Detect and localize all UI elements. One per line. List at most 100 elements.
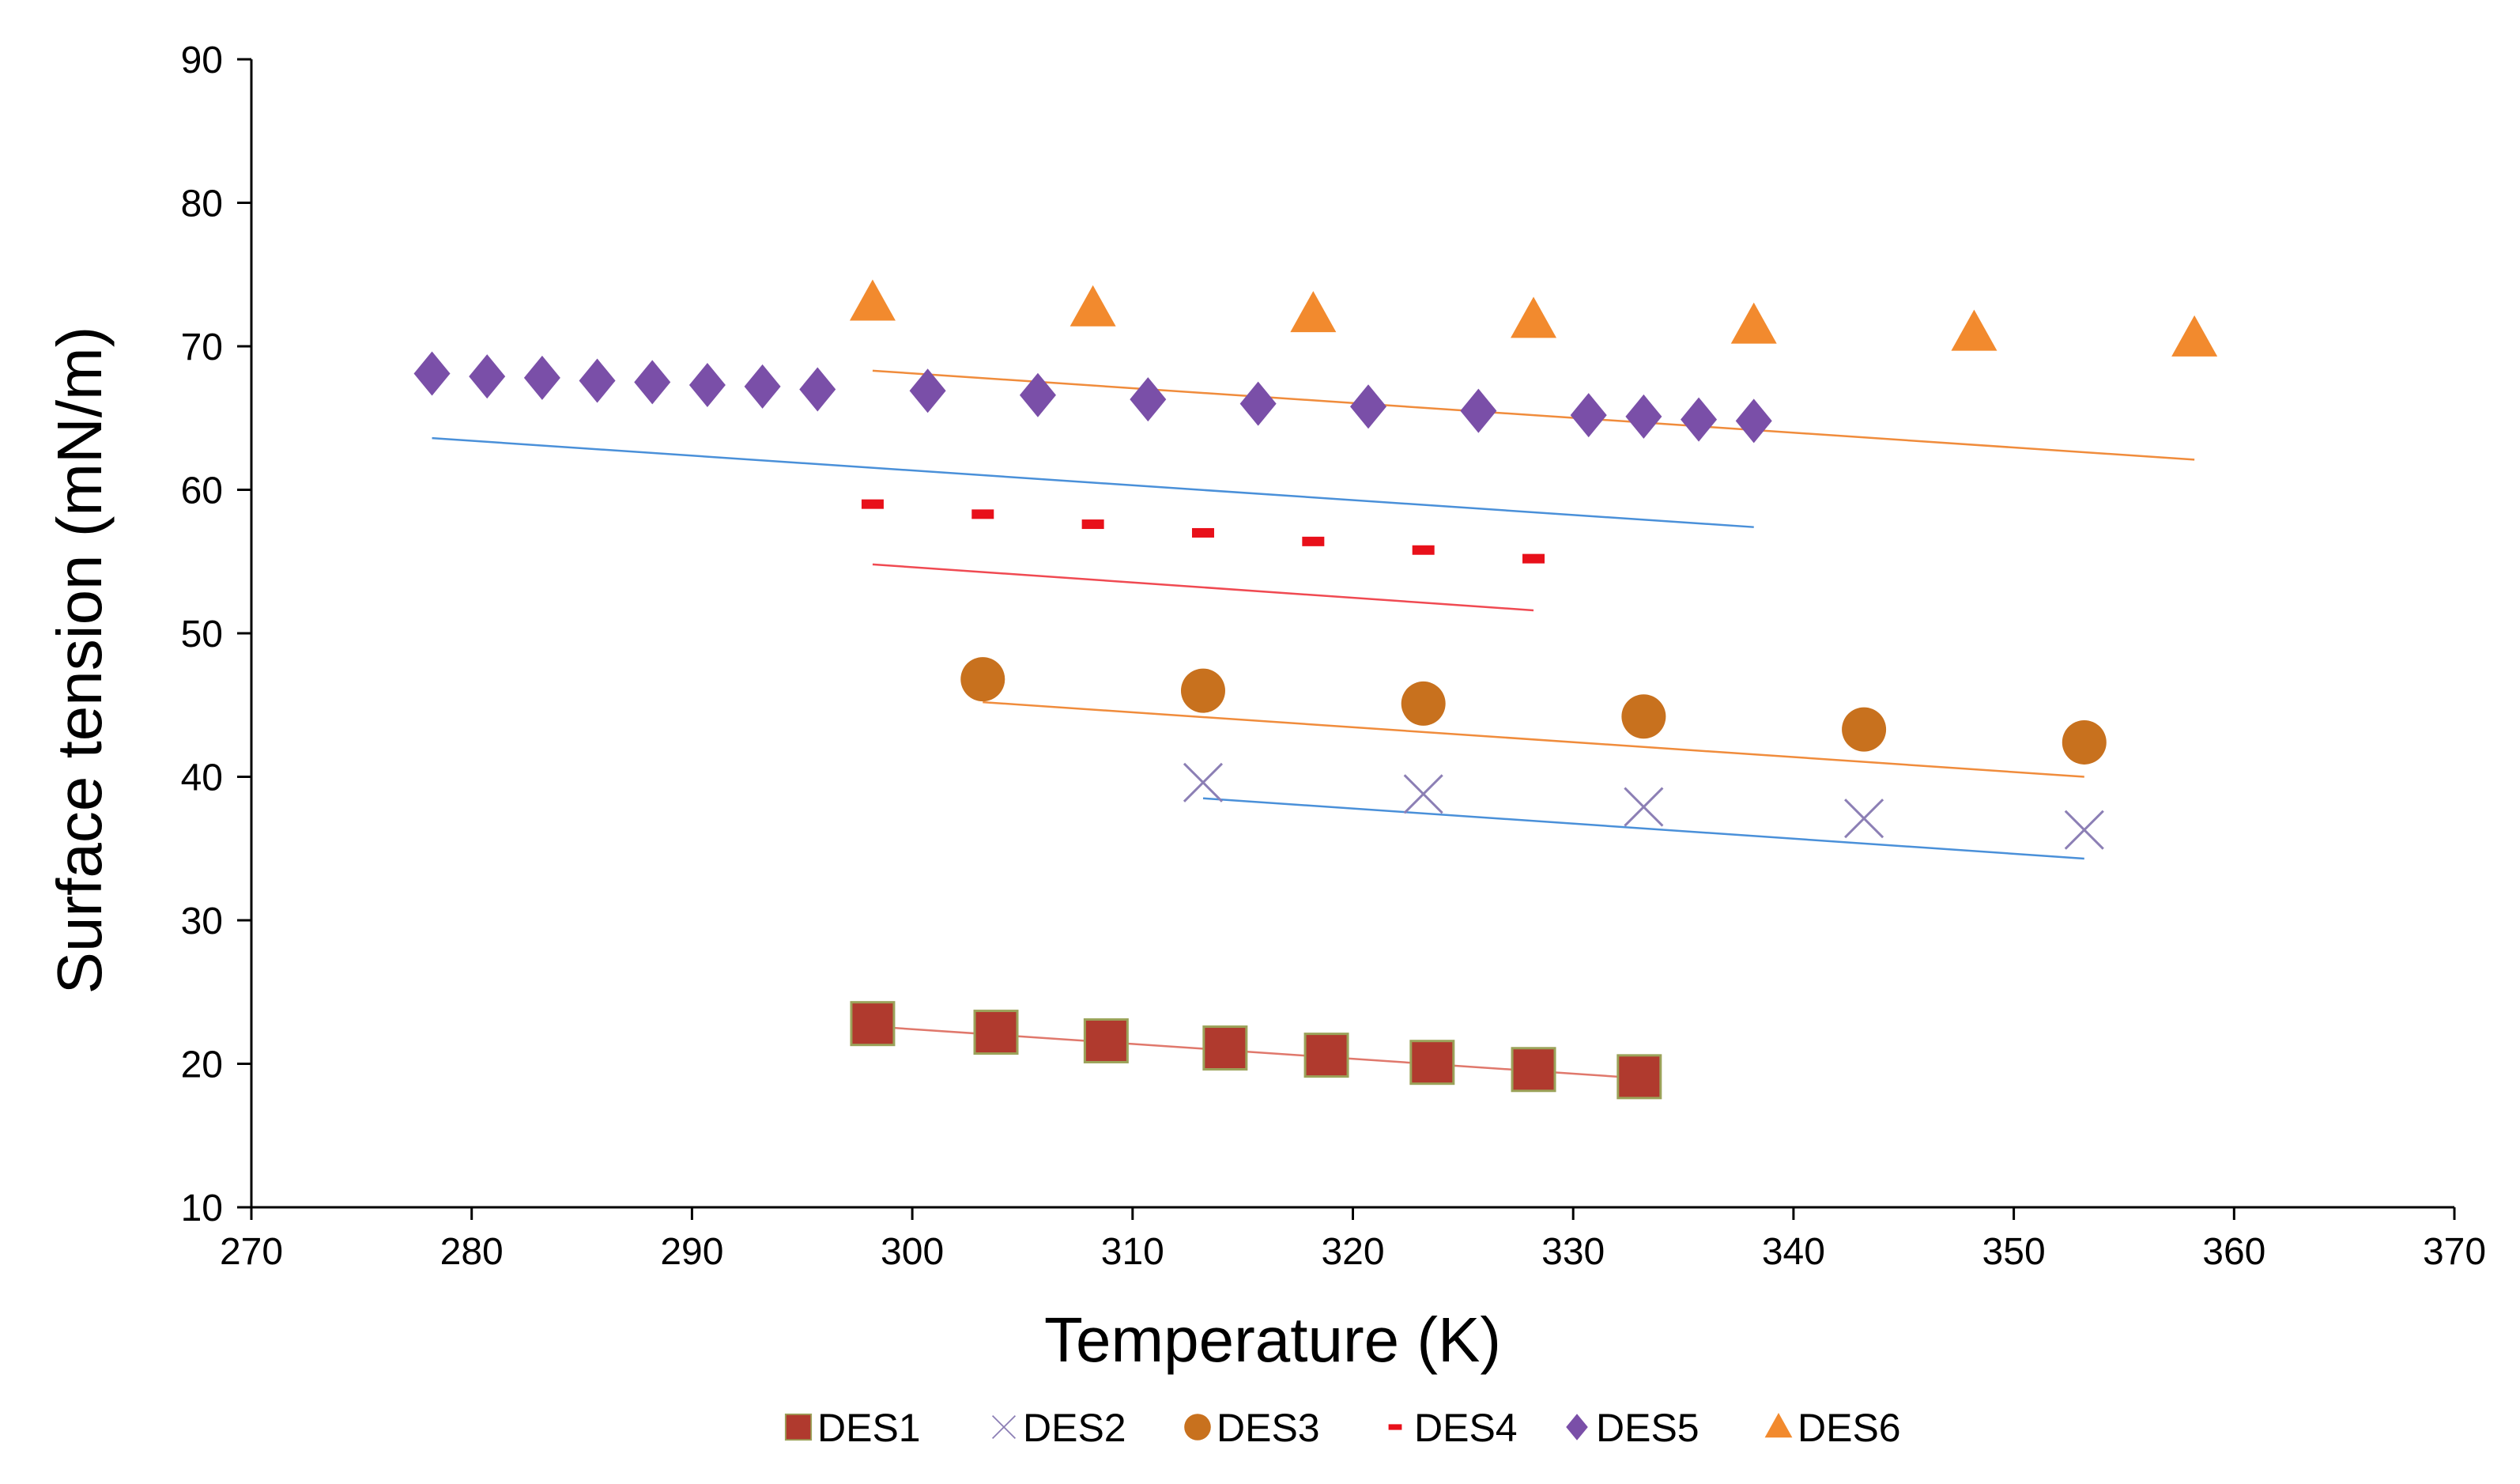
des5-point: [634, 360, 671, 405]
legend-label: DES4: [1414, 1406, 1518, 1450]
legend-symbol: [1764, 1413, 1793, 1438]
y-ticks: 10 20 30 40 50 60 70 80 90: [181, 40, 251, 1229]
legend-marker: [991, 1414, 1017, 1440]
y-tick-label: 70: [181, 327, 223, 368]
des2-point: [1624, 787, 1664, 827]
legend-marker: [1184, 1414, 1211, 1441]
des1-point: [1202, 1025, 1248, 1071]
x-tick-label: 310: [1101, 1231, 1164, 1273]
dash-marker-shape: [971, 509, 994, 519]
x-marker-stroke: [1624, 787, 1664, 827]
x-tick-label: 320: [1321, 1231, 1384, 1273]
legend-symbol: [991, 1414, 1017, 1440]
des6-point: [1069, 285, 1116, 327]
x-axis-title: Temperature (K): [1044, 1305, 1501, 1375]
x-marker-stroke: [991, 1414, 1017, 1440]
y-tick-label: 30: [181, 901, 223, 942]
des3-point: [1401, 681, 1446, 726]
y-tick-label: 90: [181, 40, 223, 81]
des2-series: [1183, 762, 2104, 850]
y-tick-label: 20: [181, 1044, 223, 1086]
legend-item-des5: DES5: [1566, 1406, 1699, 1450]
y-tick-label: 10: [181, 1188, 223, 1229]
des1-point: [1511, 1047, 1556, 1093]
x-ticks: 270 280 290 300 310 320 330 340 350 360 370: [220, 1207, 2486, 1273]
x-marker-stroke: [1183, 762, 1224, 802]
legend-marker: [784, 1413, 813, 1441]
legend-symbol: [784, 1413, 813, 1441]
des5-point: [1130, 377, 1167, 422]
des4-point: [1522, 553, 1545, 564]
des1-series: [850, 1001, 1662, 1100]
circle-marker-shape: [1401, 681, 1446, 726]
x-tick-label: 340: [1762, 1231, 1825, 1273]
des5-point: [744, 364, 781, 409]
square-marker-shape: [1409, 1040, 1455, 1086]
des1-point: [1083, 1018, 1129, 1063]
legend-marker: [1764, 1413, 1793, 1438]
square-marker-shape: [1202, 1025, 1248, 1071]
x-tick-label: 300: [881, 1231, 944, 1273]
des5-point: [1735, 398, 1772, 444]
des1-point: [1616, 1054, 1662, 1100]
triangle-marker-shape: [1730, 302, 1777, 344]
diamond-marker-shape: [1570, 393, 1607, 438]
des5-trendline: [432, 436, 1754, 528]
legend: DES1 DES2 DES3 DES4 DES5 DES6: [784, 1406, 1901, 1450]
legend-item-des2: DES2: [991, 1406, 1126, 1450]
des5-point: [688, 363, 726, 408]
circle-marker-shape: [1180, 668, 1225, 713]
circle-marker-shape: [2062, 719, 2107, 765]
des5-point: [1239, 381, 1277, 426]
des5-point: [1460, 388, 1497, 433]
des5-series: [413, 351, 1772, 444]
diamond-marker-shape: [1566, 1414, 1588, 1441]
des6-point: [2171, 315, 2218, 357]
dash-marker-shape: [1388, 1424, 1402, 1430]
diamond-marker-shape: [1239, 381, 1277, 426]
y-axis-title: Surface tension (mN/m): [44, 327, 115, 995]
des6-point: [849, 279, 896, 321]
x-tick-label: 350: [1982, 1231, 2046, 1273]
legend-item-des3: DES3: [1184, 1406, 1320, 1450]
diamond-marker-shape: [744, 364, 781, 409]
des4-point: [1412, 545, 1435, 555]
data-markers: [413, 279, 2218, 1100]
diamond-marker-shape: [1735, 398, 1772, 444]
circle-marker-shape: [1621, 694, 1666, 739]
square-marker-shape: [1511, 1047, 1556, 1093]
diamond-marker-shape: [799, 367, 836, 412]
des4-trendline: [872, 563, 1534, 612]
axes: 270 280 290 300 310 320 330 340 350 360 370 10 20 30…: [181, 40, 2486, 1273]
x-tick-label: 330: [1541, 1231, 1605, 1273]
des1-point: [973, 1010, 1019, 1055]
legend-symbol: [1566, 1414, 1588, 1441]
des5-point: [1570, 393, 1607, 438]
triangle-marker-shape: [1511, 296, 1557, 338]
y-tick-label: 60: [181, 470, 223, 512]
des6-series: [849, 279, 2218, 357]
des6-point: [1511, 296, 1557, 338]
legend-label: DES2: [1023, 1406, 1126, 1450]
des5-point: [413, 351, 451, 396]
x-tick-label: 270: [220, 1231, 283, 1273]
legend-marker: [1566, 1414, 1588, 1441]
legend-label: DES5: [1596, 1406, 1699, 1450]
y-tick-label: 50: [181, 614, 223, 655]
triangle-marker-shape: [1951, 309, 1998, 351]
x-tick-label: 280: [440, 1231, 504, 1273]
x-marker-stroke: [1403, 774, 1443, 814]
diamond-marker-shape: [579, 358, 616, 403]
x-marker-stroke: [1844, 799, 1884, 839]
diamond-marker-shape: [634, 360, 671, 405]
square-marker-shape: [850, 1001, 896, 1047]
triangle-marker-shape: [1069, 285, 1116, 327]
diamond-marker-shape: [909, 368, 946, 413]
diamond-marker-shape: [1625, 394, 1662, 439]
des1-point: [850, 1001, 896, 1047]
diamond-marker-shape: [688, 363, 726, 408]
x-tick-label: 370: [2423, 1231, 2486, 1273]
des3-point: [1180, 668, 1225, 713]
des1-point: [1409, 1040, 1455, 1086]
